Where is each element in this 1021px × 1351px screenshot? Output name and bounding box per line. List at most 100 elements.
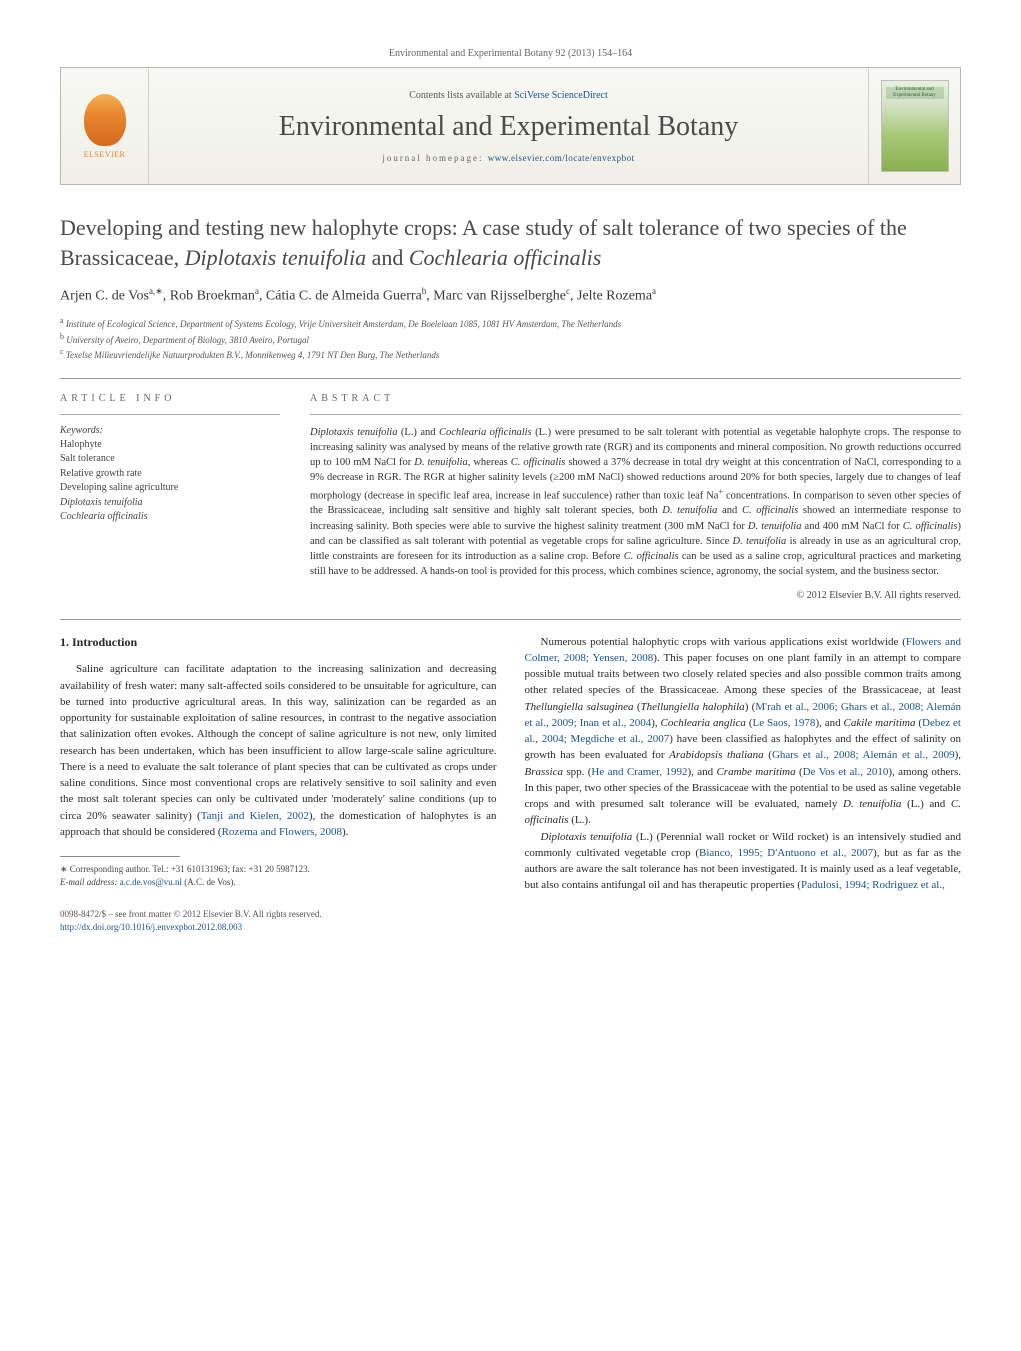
cite-he[interactable]: He and Cramer, 1992 (591, 766, 687, 778)
info-abstract-row: ARTICLE INFO Keywords: Halophyte Salt to… (60, 393, 961, 601)
c2p1-p: (L.) and (901, 798, 951, 810)
page-footer: 0098-8472/$ – see front matter © 2012 El… (60, 908, 497, 933)
abs-sp5: D. tenuifolia (662, 505, 717, 516)
keyword-5: Diplotaxis tenuifolia (60, 496, 280, 511)
c2p1-n: ( (796, 766, 803, 778)
footer-issn-line: 0098-8472/$ – see front matter © 2012 El… (60, 908, 497, 921)
intro-p1: Saline agriculture can facilitate adapta… (60, 661, 497, 840)
contents-available-line: Contents lists available at SciVerse Sci… (409, 90, 608, 101)
c2-sp8: D. tenuifolia (843, 798, 901, 810)
elsevier-logo: ELSEVIER (74, 87, 136, 165)
c2p1-a: Numerous potential halophytic crops with… (541, 636, 906, 648)
keyword-6: Cochlearia officinalis (60, 510, 280, 525)
body-column-right: Numerous potential halophytic crops with… (525, 634, 962, 934)
title-species-1: Diplotaxis tenuifolia (185, 245, 367, 270)
abstract-text: Diplotaxis tenuifolia (L.) and Cochleari… (310, 425, 961, 580)
author-3-affil: b (422, 286, 427, 296)
homepage-link[interactable]: www.elsevier.com/locate/envexpbot (488, 153, 635, 163)
article-info-label: ARTICLE INFO (60, 393, 280, 404)
c2p1-q: (L.). (569, 814, 591, 826)
article-info-hr (60, 414, 280, 415)
c2p1-c: ( (634, 701, 641, 713)
cite-padulosi[interactable]: Padulosi, 1994; Rodriguez et al., (801, 879, 945, 891)
author-5-affil: a (652, 286, 656, 296)
abs-sp1: Diplotaxis tenuifolia (310, 427, 397, 438)
corresponding-author-footnote: ∗ Corresponding author. Tel.: +31 610131… (60, 863, 497, 888)
abs-sp9: D. tenuifolia (733, 536, 787, 547)
abs-sp6: C. officinalis (742, 505, 798, 516)
col2-p1: Numerous potential halophytic crops with… (525, 634, 962, 829)
abstract-hr (310, 414, 961, 415)
journal-reference: Environmental and Experimental Botany 92… (60, 48, 961, 59)
footnote-separator (60, 856, 180, 857)
c2p1-m: ), and (687, 766, 716, 778)
c2p1-j: ( (764, 749, 772, 761)
affiliation-a-text: Institute of Ecological Science, Departm… (66, 319, 621, 329)
c2p1-l: spp. ( (563, 766, 591, 778)
abs-sp8: C. officinalis (903, 521, 958, 532)
journal-title: Environmental and Experimental Botany (279, 111, 739, 143)
journal-cover-thumbnail: Environmental and Experimental Botany (881, 80, 949, 172)
keywords-list: Halophyte Salt tolerance Relative growth… (60, 438, 280, 525)
article-info-column: ARTICLE INFO Keywords: Halophyte Salt to… (60, 393, 280, 601)
contents-prefix: Contents lists available at (409, 90, 514, 101)
sciencedirect-link[interactable]: SciVerse ScienceDirect (514, 90, 608, 101)
cite-lesaos[interactable]: Le Saos, 1978 (753, 717, 816, 729)
keywords-label: Keywords: (60, 425, 280, 436)
c2-sp3: Cochlearia anglica (661, 717, 746, 729)
c2-sp5: Arabidopsis thaliana (669, 749, 763, 761)
keyword-2: Salt tolerance (60, 452, 280, 467)
journal-header-box: ELSEVIER Contents lists available at Sci… (60, 67, 961, 185)
header-center: Contents lists available at SciVerse Sci… (149, 68, 868, 184)
c2p2-sp1: Diplotaxis tenuifolia (541, 831, 633, 843)
footnote-email-line: E-mail address: a.c.de.vos@vu.nl (A.C. d… (60, 876, 497, 889)
authors-line: Arjen C. de Vosa,∗, Rob Broekmana, Cátia… (60, 286, 961, 305)
author-2: Rob Broekman (170, 289, 255, 304)
c2-sp4: Cakile maritima (844, 717, 916, 729)
affiliation-c-text: Texelse Milieuvriendelijke Natuurprodukt… (66, 350, 440, 360)
elsevier-tree-icon (84, 94, 126, 146)
footnote-corr: ∗ Corresponding author. Tel.: +31 610131… (60, 863, 497, 876)
p1-a: Saline agriculture can facilitate adapta… (60, 663, 497, 821)
cite-bianco[interactable]: Bianco, 1995; D'Antuono et al., 2007 (699, 847, 873, 859)
author-4: Marc van Rijsselberghe (433, 289, 566, 304)
homepage-line: journal homepage: www.elsevier.com/locat… (382, 153, 634, 163)
col2-p2: Diplotaxis tenuifolia (L.) (Perennial wa… (525, 829, 962, 894)
abstract-label: ABSTRACT (310, 393, 961, 404)
cite-tanji[interactable]: Tanji and Kielen, 2002 (201, 810, 309, 822)
homepage-prefix: journal homepage: (382, 153, 487, 163)
author-2-affil: a (255, 286, 259, 296)
abs-t3: , whereas (468, 457, 511, 468)
c2-sp1: Thellungiella salsuginea (525, 701, 634, 713)
abs-t8: and 400 mM NaCl for (801, 521, 902, 532)
email-link[interactable]: a.c.de.vos@vu.nl (120, 877, 182, 887)
keyword-1: Halophyte (60, 438, 280, 453)
affiliations: a Institute of Ecological Science, Depar… (60, 315, 961, 362)
cover-label: Environmental and Experimental Botany (882, 87, 948, 98)
abs-sp7: D. tenuifolia (748, 521, 802, 532)
c2p1-k: ), (955, 749, 961, 761)
affiliation-b: b University of Aveiro, Department of Bi… (60, 331, 961, 347)
p1-c: ). (342, 826, 348, 838)
author-5: Jelte Rozema (577, 289, 652, 304)
affiliation-a: a Institute of Ecological Science, Depar… (60, 315, 961, 331)
email-label: E-mail address: (60, 877, 120, 887)
doi-link[interactable]: http://dx.doi.org/10.1016/j.envexpbot.20… (60, 922, 242, 932)
publisher-name: ELSEVIER (84, 150, 126, 159)
c2-sp7: Crambe maritima (716, 766, 795, 778)
author-3: Cátia C. de Almeida Guerra (266, 289, 422, 304)
cite-rozema[interactable]: Rozema and Flowers, 2008 (222, 826, 342, 838)
affiliation-b-text: University of Aveiro, Department of Biol… (66, 335, 309, 345)
section-1-heading: 1. Introduction (60, 634, 497, 652)
c2-sp6: Brassica (525, 766, 564, 778)
body-column-left: 1. Introduction Saline agriculture can f… (60, 634, 497, 934)
abs-t6: and (717, 505, 742, 516)
divider-top (60, 378, 961, 379)
abs-sp4: C. officinalis (511, 457, 566, 468)
cite-devos[interactable]: De Vos et al., 2010 (803, 766, 889, 778)
cite-ghars[interactable]: Ghars et al., 2008; Alemán et al., 2009 (772, 749, 955, 761)
abs-sp10: C. officinalis (624, 551, 679, 562)
article-title: Developing and testing new halophyte cro… (60, 213, 961, 272)
publisher-logo-cell: ELSEVIER (61, 68, 149, 184)
journal-cover-cell: Environmental and Experimental Botany (868, 68, 960, 184)
